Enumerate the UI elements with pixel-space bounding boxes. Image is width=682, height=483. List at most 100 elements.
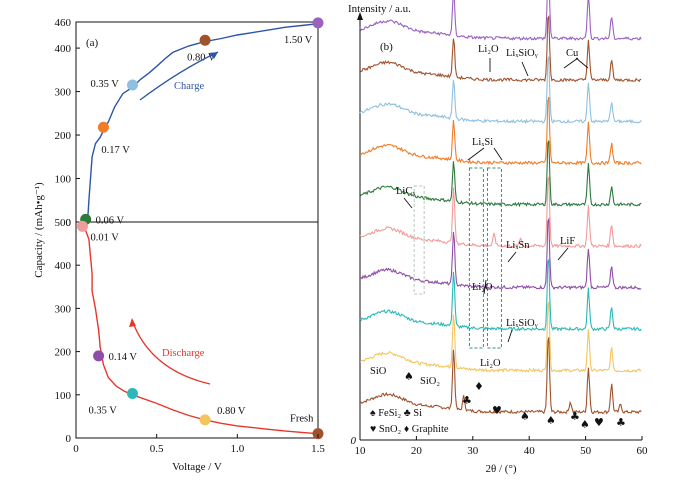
- phase-symbol: ♦: [474, 380, 484, 393]
- x-tick-label: 0: [73, 443, 79, 455]
- x-tick-label: 20: [411, 445, 423, 457]
- charge-marker: [126, 79, 138, 91]
- discharge-marker-label: Fresh: [290, 414, 314, 425]
- discharge-arrow: [131, 319, 211, 385]
- xrd-annotation: Cu: [566, 48, 579, 59]
- y-tick-label: 100: [55, 174, 72, 186]
- discharge-arrowhead: [129, 318, 136, 327]
- panel-b-ylabel: Intensity / a.u.: [348, 3, 411, 15]
- xrd-annotation: Li₂O: [478, 44, 499, 55]
- y-tick-label: 300: [55, 87, 72, 99]
- xrd-annotation: LiₓSn: [506, 240, 530, 251]
- y-tick-label: 200: [55, 347, 72, 359]
- discharge-marker-label: 0.01 V: [90, 232, 119, 243]
- discharge-curve: [81, 225, 319, 435]
- lic-box: [413, 185, 425, 295]
- x-tick-label: 40: [524, 445, 536, 457]
- phase-symbol: ♠: [520, 410, 530, 423]
- charge-marker: [97, 121, 109, 133]
- annotation-arrow: [467, 147, 485, 161]
- x-tick-label: 60: [637, 445, 649, 457]
- x-tick-label: 30: [467, 445, 479, 457]
- charge-arrowhead: [209, 52, 218, 59]
- annotation-arrow: [403, 197, 413, 209]
- charge-marker-label: 0.06 V: [96, 215, 125, 226]
- legend-fesi2: ♠ FeSi₂ ♣ Si: [370, 408, 422, 419]
- x-tick-label: 50: [580, 445, 592, 457]
- xrd-annotation: LiₓSiOᵧ: [506, 318, 538, 329]
- x-tick-label: 10: [355, 445, 367, 457]
- charge-marker-label: 0.17 V: [101, 145, 130, 156]
- discharge-marker: [93, 350, 105, 362]
- panel-a-frame: [75, 21, 319, 439]
- charge-marker-label: 0.80 V: [187, 52, 216, 63]
- xrd-series-3: [359, 217, 642, 291]
- xrd-series-0: [359, 337, 642, 415]
- xrd-series-9: [359, 0, 642, 41]
- phase-symbol: ♣: [616, 416, 626, 429]
- discharge-marker: [199, 414, 211, 426]
- y-tick-label: 100: [55, 390, 72, 402]
- xrd-series-5: [359, 140, 642, 208]
- y-tick-label: 300: [55, 303, 72, 315]
- charge-label: Charge: [174, 81, 204, 92]
- phase-symbol: ♠: [580, 418, 590, 431]
- xrd-annotation: SiO₂: [420, 376, 440, 387]
- lisi-box-1: [468, 167, 484, 349]
- panel-b-tag: (b): [380, 41, 393, 53]
- y-tick-label: 460: [55, 17, 72, 29]
- panel-b-origin: 0: [351, 435, 357, 447]
- xrd-annotation: Li₂O: [480, 358, 501, 369]
- phase-symbol: ♥: [594, 416, 604, 429]
- discharge-marker-label: 0.14 V: [109, 352, 138, 363]
- xrd-annotation: Li₂O: [472, 282, 493, 293]
- discharge-marker: [126, 388, 138, 400]
- discharge-marker-label: 0.35 V: [88, 406, 117, 417]
- legend-sno2: ♥ SnO₂ ♦ Graphite: [370, 424, 449, 435]
- xrd-annotation: LiₓSi: [472, 137, 493, 148]
- panel-b-xlabel: 2θ / (°): [485, 463, 516, 475]
- phase-symbol: ♣: [462, 394, 472, 407]
- charge-arrow: [139, 51, 219, 101]
- annotation-arrow: [557, 247, 569, 261]
- discharge-marker: [76, 220, 88, 232]
- charge-marker: [199, 34, 211, 46]
- discharge-marker-label: 0.80 V: [217, 406, 246, 417]
- xrd-series-8: [359, 15, 642, 83]
- y-tick-label: 0: [66, 433, 72, 445]
- phase-symbol: ♣: [570, 410, 580, 423]
- xrd-series-4: [359, 176, 642, 249]
- xrd-series-1: [359, 301, 642, 373]
- annotation-arrow: [483, 279, 487, 295]
- panel-a-tag: (a): [86, 37, 99, 49]
- charge-marker-label: 1.50 V: [284, 35, 313, 46]
- y-tick-label: 0: [66, 217, 72, 229]
- y-tick-label: 500: [55, 217, 72, 229]
- xrd-annotation: SiO: [370, 366, 387, 377]
- xrd-series-6: [359, 96, 642, 167]
- phase-symbol: ♠: [546, 414, 556, 427]
- charge-marker-label: 0.35 V: [90, 79, 119, 90]
- y-tick-label: 400: [55, 43, 72, 55]
- phase-symbol: ♠: [404, 370, 414, 383]
- xrd-annotation: LiₓSiOᵧ: [506, 48, 538, 59]
- x-tick-label: 1.0: [230, 443, 244, 455]
- y-tick-label: 200: [55, 130, 72, 142]
- annotation-arrow: [575, 57, 589, 69]
- panel-a: 0 100 200 300 400 460 0 100 200 300 400 500 0.06 V 0.…: [33, 17, 325, 473]
- phase-symbol: ♥: [492, 404, 502, 417]
- annotation-arrow: [507, 251, 517, 263]
- xrd-annotation: LiF: [560, 236, 575, 247]
- discharge-marker: [312, 428, 324, 440]
- x-tick-label: 1.5: [311, 443, 325, 455]
- annotation-arrow: [563, 57, 579, 69]
- xrd-series-7: [359, 56, 642, 125]
- charge-marker: [312, 17, 324, 29]
- panel-b-yaxis-arrow: [357, 12, 363, 20]
- annotation-arrow: [507, 329, 513, 343]
- panel-a-xlabel: Voltage / V: [172, 461, 222, 473]
- panel-b: Intensity / a.u. 010 20 30 40 50 60 2θ / (°) (b)…: [348, 0, 648, 475]
- y-tick-label: 400: [55, 260, 72, 272]
- annotation-arrow: [521, 61, 529, 77]
